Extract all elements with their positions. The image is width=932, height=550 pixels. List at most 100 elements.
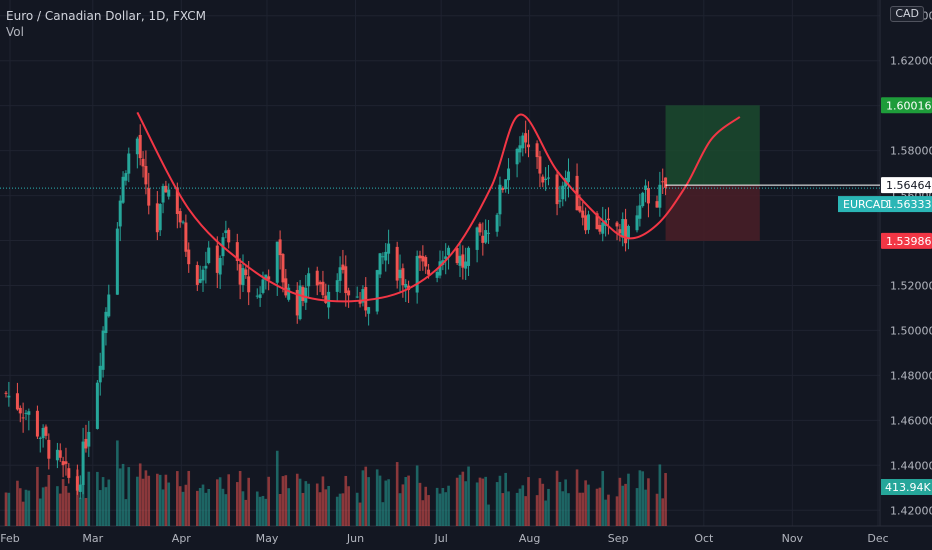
price-axis[interactable]: 1.42000 1.44000 1.46000 1.48000 1.50000 1.520…	[890, 10, 932, 518]
volume-bar	[158, 474, 162, 526]
volume-bar	[461, 471, 465, 526]
volume-bar	[156, 473, 159, 526]
profit-zone[interactable]	[665, 105, 760, 186]
candle-body	[178, 211, 182, 223]
candle-body	[261, 279, 265, 293]
candle-body	[304, 287, 308, 303]
candle-body	[78, 484, 82, 492]
candle-body	[538, 156, 542, 174]
volume-bar	[524, 496, 527, 526]
volume-bar	[278, 494, 282, 526]
candle-body	[355, 296, 359, 298]
candle-body	[198, 279, 202, 283]
volume-bar	[538, 478, 542, 526]
candle-body	[444, 256, 448, 260]
volume-bar	[241, 491, 245, 526]
chart-title: Euro / Canadian Dollar, 1D, FXCM	[6, 9, 206, 23]
candle-body	[87, 431, 91, 447]
price-tick-label: 1.52000	[890, 279, 932, 292]
volume-value-tag	[881, 479, 932, 495]
cup-handle-line[interactable]	[136, 111, 741, 303]
candle-body	[218, 257, 222, 275]
candle-body	[321, 281, 325, 296]
volume-bar	[535, 495, 539, 526]
volume-bar	[561, 491, 565, 526]
volume-bar	[404, 477, 408, 526]
candle-body	[181, 221, 185, 223]
candle-body	[464, 261, 468, 269]
price-tick-label: 1.58000	[890, 145, 932, 158]
volume-bar	[481, 478, 485, 526]
candle-body	[255, 295, 259, 297]
volume-bar	[467, 466, 470, 526]
candle-body	[204, 265, 208, 269]
candle-body	[155, 203, 159, 233]
volume-bar	[421, 500, 425, 526]
volume-bar	[655, 493, 659, 526]
volume-bar	[587, 484, 590, 526]
volume-bar	[415, 465, 419, 526]
volume-bar	[84, 498, 88, 526]
volume-bar	[258, 496, 262, 526]
candle-body	[664, 177, 668, 188]
candle-body	[98, 365, 102, 383]
candle-body	[661, 181, 665, 183]
candle-body	[195, 265, 199, 285]
candle-body	[524, 133, 528, 143]
volume-bar	[544, 500, 547, 526]
volume-bar	[487, 504, 490, 526]
candle-body	[147, 188, 151, 206]
time-tick-label: Oct	[694, 532, 714, 545]
position-zones	[665, 105, 760, 241]
currency-badge[interactable]: CAD	[890, 6, 924, 22]
candle-body	[287, 287, 291, 300]
volume-bar	[161, 489, 165, 526]
candle-body	[347, 290, 351, 296]
candle-body	[84, 438, 88, 449]
volume-bar	[635, 488, 639, 526]
volume-bar	[341, 493, 345, 526]
stop-loss-zone[interactable]	[665, 185, 760, 241]
volume-bar	[235, 482, 239, 526]
candle-body	[361, 289, 365, 303]
volume-bar	[567, 493, 570, 526]
volume-bar	[187, 470, 191, 526]
candle-body	[421, 256, 425, 262]
candle-body	[224, 230, 228, 234]
candle-body	[555, 174, 559, 205]
candle-body	[624, 219, 628, 244]
volume-bar	[507, 491, 510, 526]
volume-bar	[438, 493, 442, 526]
symbol-label: EURCAD	[843, 198, 889, 211]
volume-bar	[178, 486, 182, 526]
candle-body	[461, 254, 465, 268]
candle-body	[207, 247, 211, 264]
volume-bar	[298, 478, 302, 526]
candle-body	[447, 247, 451, 256]
candle-body	[264, 274, 268, 280]
volume-bar	[441, 488, 445, 526]
volume-bar	[504, 472, 507, 526]
volume-bar	[427, 495, 430, 526]
volume-value-label: 413.94K	[885, 481, 931, 494]
volume-bar	[618, 477, 622, 526]
volume-bar	[615, 496, 619, 526]
candle-body	[618, 229, 622, 234]
candle-body	[438, 261, 442, 276]
volume-bar	[455, 477, 459, 526]
volume-bar	[627, 473, 630, 526]
volume-bar	[81, 463, 85, 526]
volume-bar	[378, 475, 382, 526]
candle-body	[655, 201, 659, 208]
volume-bar	[395, 462, 399, 526]
candle-body	[201, 269, 205, 281]
candle-body	[47, 439, 51, 459]
candle-body	[121, 176, 125, 203]
candle-body	[124, 173, 128, 181]
candle-body	[578, 206, 582, 212]
time-axis[interactable]: Feb Mar Apr May Jun Jul Aug Sep Oct Nov Dec	[0, 532, 888, 545]
volume-bar	[87, 471, 91, 526]
candle-body	[344, 266, 348, 294]
target-price-label: 1.60016	[886, 99, 932, 112]
